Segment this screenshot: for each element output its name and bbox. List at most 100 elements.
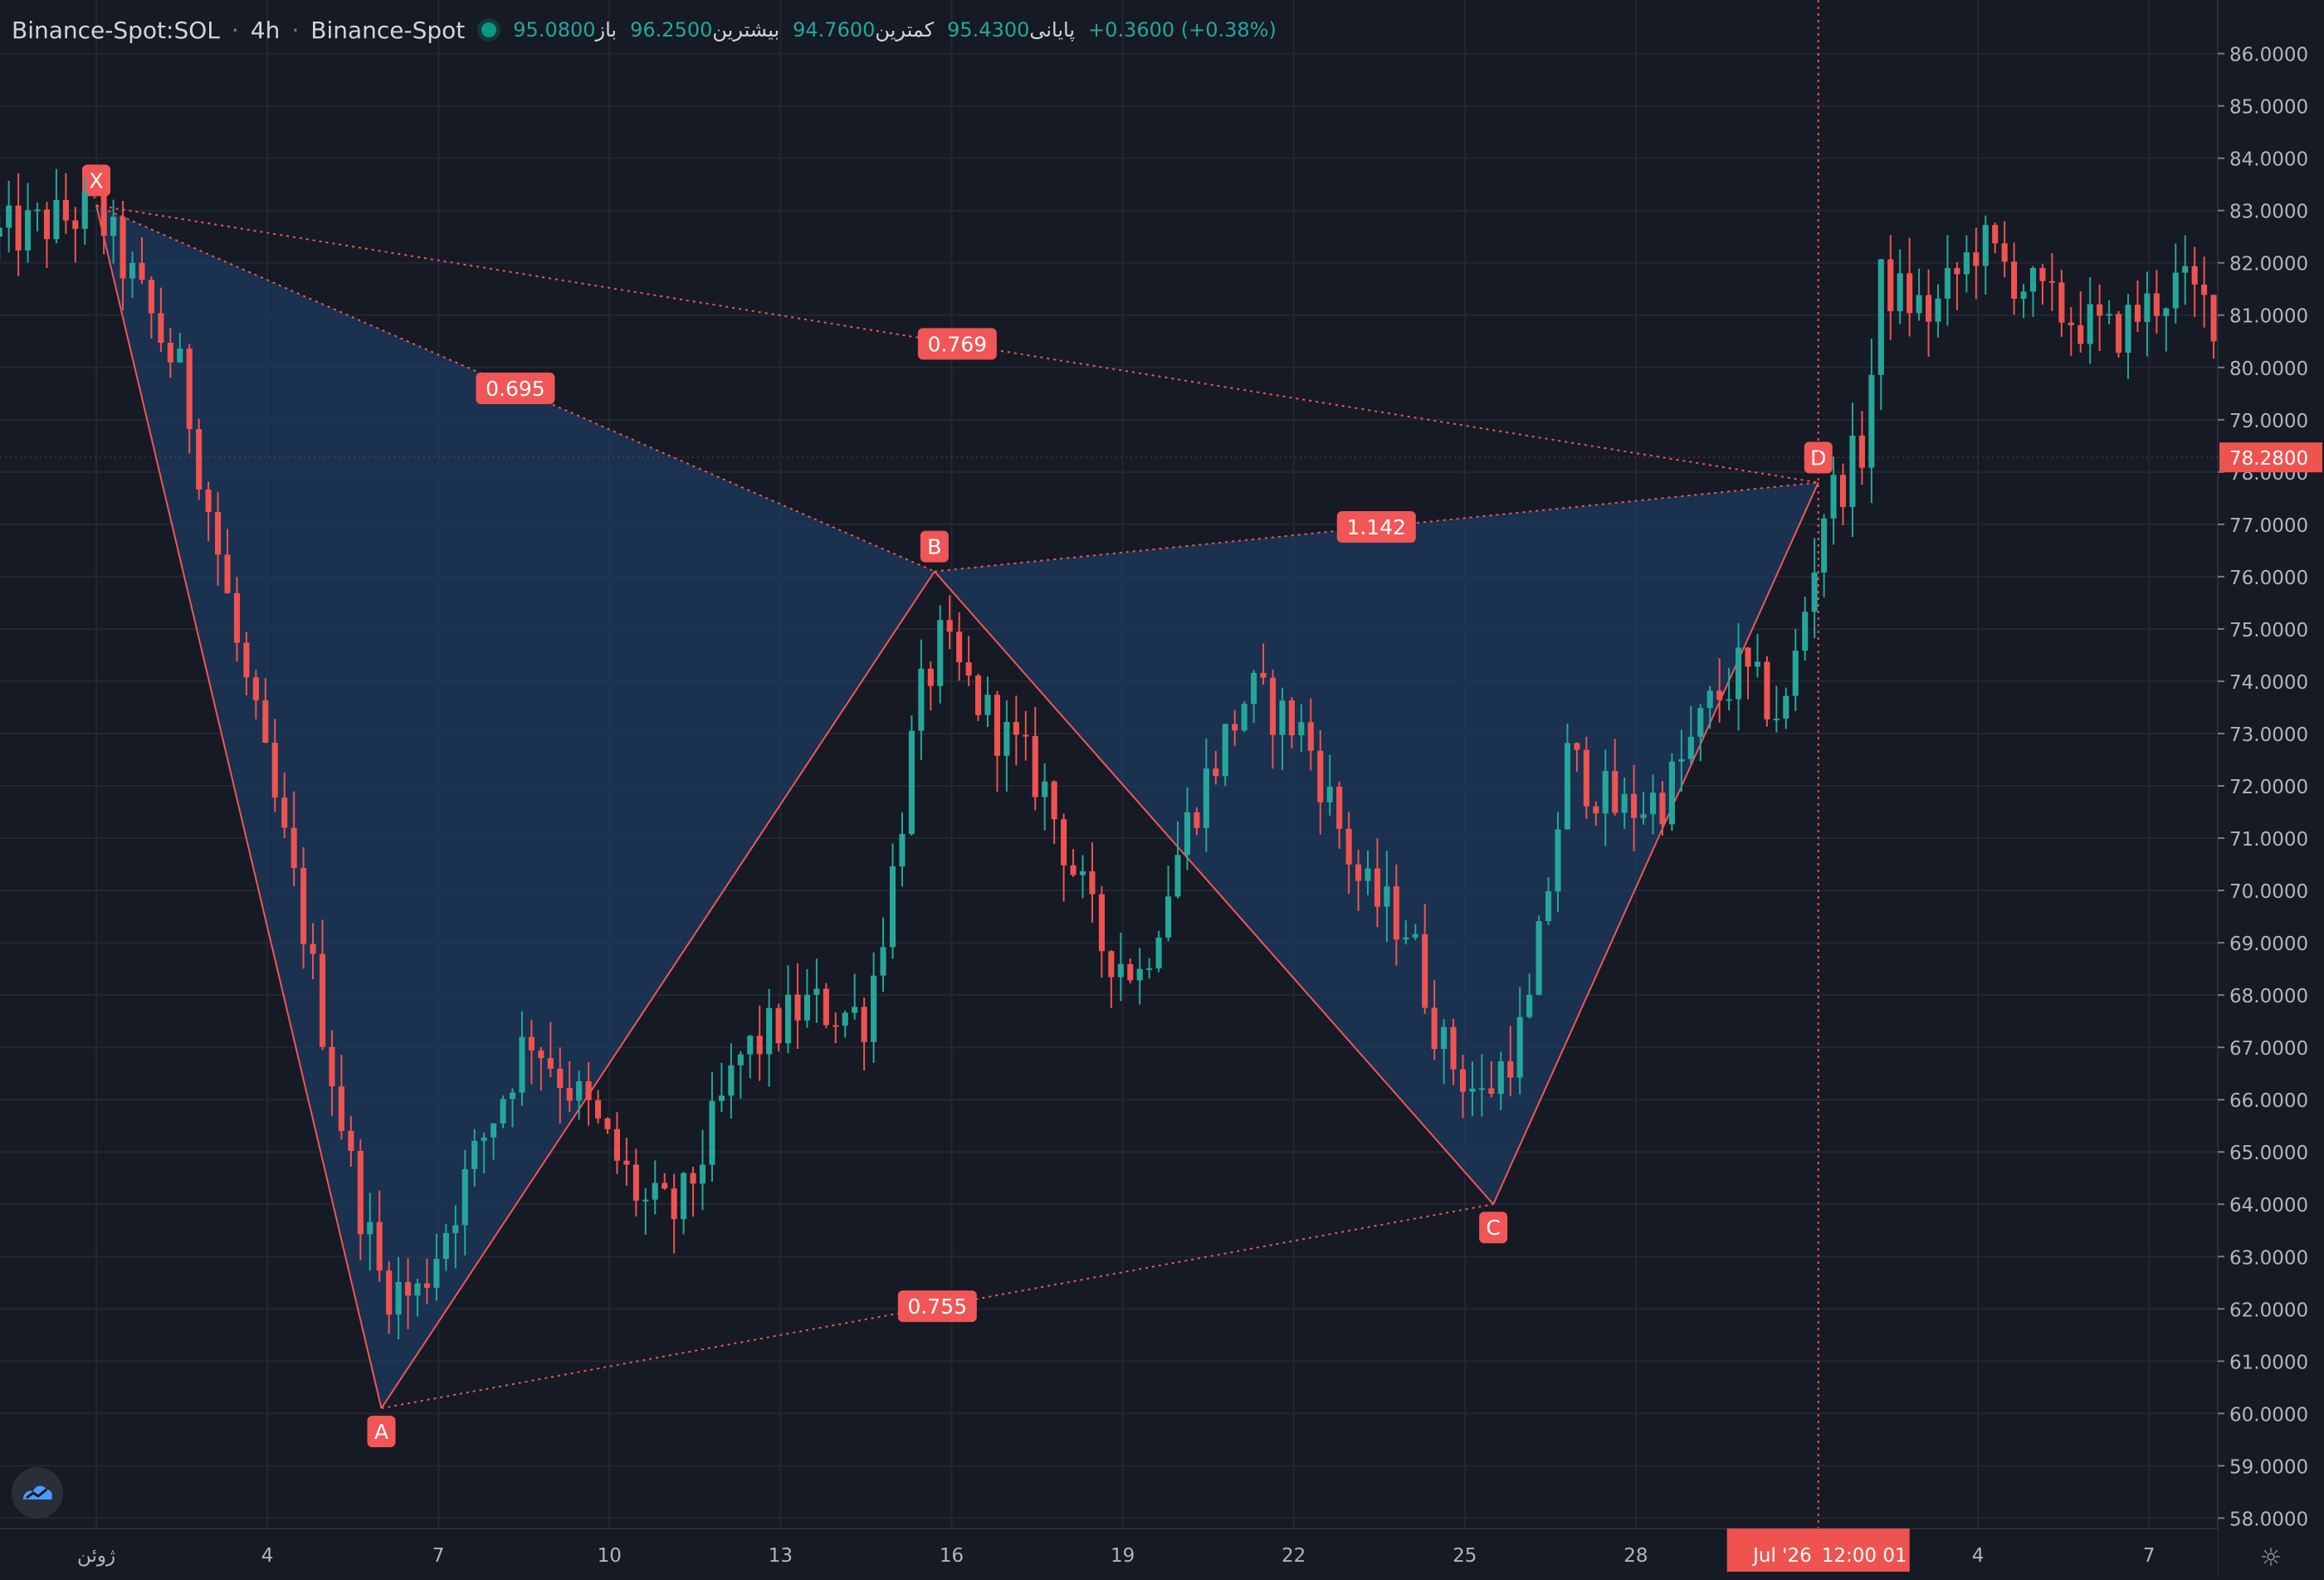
candle [1469, 1061, 1476, 1116]
pattern-point-c[interactable]: C [1479, 1212, 1508, 1244]
candle-body [1365, 868, 1371, 881]
candle-body [1441, 1027, 1448, 1050]
candle-body [252, 677, 259, 700]
candle [2087, 276, 2093, 364]
candle [271, 719, 278, 812]
candle-body [1811, 572, 1818, 612]
candle [1079, 855, 1086, 899]
candle-body [775, 1007, 782, 1044]
candle-body [937, 620, 944, 686]
candle [357, 1139, 364, 1261]
tradingview-logo-icon[interactable] [12, 1467, 63, 1519]
candle [1507, 1026, 1514, 1097]
price-tick-label: 63.0000 [2229, 1247, 2308, 1269]
candle [1441, 1019, 1448, 1085]
candle-body [357, 1150, 364, 1235]
candle-body [794, 994, 801, 1021]
candle-body [319, 953, 326, 1047]
candle-body [1649, 792, 1657, 815]
candle [139, 237, 145, 285]
candle-body [1232, 724, 1238, 731]
candle [1926, 269, 1932, 357]
pattern-point-a[interactable]: A [367, 1416, 396, 1448]
candle-body [1222, 724, 1228, 777]
candle-body [1887, 259, 1894, 312]
candle-body [405, 1282, 412, 1296]
candle-body [1051, 781, 1057, 820]
candle [1222, 723, 1228, 787]
candle-body [329, 1046, 335, 1087]
price-scale-bg [2218, 0, 2324, 1577]
candle-body [1203, 768, 1209, 828]
candle-body [2020, 291, 2027, 299]
time-scale[interactable]: ژوئن 4 7 10 13 16 19 22 25 28 4 7 Jul '26 12:00 01 [0, 1528, 2218, 1577]
candle-body [1279, 700, 1286, 735]
current-price-label: 78.2800 [2229, 448, 2308, 470]
candle-body [1355, 864, 1362, 881]
candle [1935, 284, 1941, 338]
candle [1621, 778, 1628, 829]
candle-body [1621, 793, 1628, 813]
interval-label[interactable]: 4h [250, 16, 281, 44]
candle-body [1821, 518, 1828, 573]
candle-body [1926, 295, 1932, 322]
ratio-badge [917, 328, 997, 360]
price-tick-label: 80.0000 [2229, 358, 2308, 380]
price-tick-label: 75.0000 [2229, 620, 2308, 641]
candle-body [1545, 891, 1552, 922]
candle [1536, 915, 1542, 996]
candle [148, 276, 154, 339]
candle-body [1003, 722, 1010, 756]
candle-body [1165, 896, 1172, 938]
xabcd-pattern[interactable]: 0.695 0.769 1.142 0.755 X A B C D [82, 164, 1833, 1448]
candle-body [2144, 293, 2151, 322]
candle-body [2153, 293, 2160, 316]
candle-body [671, 1188, 677, 1220]
candle [167, 328, 173, 378]
candle-body [25, 210, 32, 251]
candle [405, 1258, 412, 1329]
price-scale[interactable]: 86.0000 85.0000 84.0000 83.0000 82.0000 81.00… [2217, 0, 2324, 1577]
time-tick-label: 4 [261, 1545, 274, 1567]
candle [281, 772, 288, 838]
candle-body [72, 220, 79, 229]
candle-body [1108, 951, 1115, 978]
candle [1127, 958, 1134, 984]
candle-body [1403, 937, 1409, 940]
candle [652, 1160, 658, 1215]
candle-body [528, 1036, 535, 1051]
candle [566, 1061, 573, 1112]
candle [262, 677, 269, 744]
ohlc-high: 96.2500بیشترین [630, 18, 780, 41]
candle-body [471, 1140, 478, 1169]
settings-gear-icon[interactable]: ☼ [2259, 1543, 2282, 1573]
candle-body [1564, 743, 1571, 830]
candle-body [139, 262, 145, 280]
candle-body [1384, 886, 1390, 907]
candle [310, 923, 316, 980]
candle [1678, 729, 1685, 792]
candle-body [1555, 829, 1561, 892]
candle-body [1307, 722, 1314, 751]
candle-body [2048, 280, 2055, 283]
candle-body [1469, 1088, 1476, 1092]
candle [803, 968, 811, 1028]
candle [1355, 849, 1362, 911]
candle-body [0, 227, 2, 237]
candle [442, 1224, 449, 1271]
pattern-point-d[interactable]: D [1804, 441, 1833, 474]
candle [1773, 685, 1780, 733]
pattern-point-x[interactable]: X [82, 164, 110, 197]
candle [1745, 646, 1751, 700]
candle-body [2201, 284, 2208, 295]
candle [538, 1046, 544, 1091]
candle [1668, 753, 1675, 831]
candle [1982, 215, 1989, 295]
candle-body [120, 217, 126, 279]
symbol-label[interactable]: Binance-Spot:SOL [12, 16, 220, 44]
ratio-text: 1.142 [1347, 515, 1407, 539]
pattern-point-b[interactable]: B [920, 530, 949, 563]
candle-body [1336, 787, 1343, 829]
